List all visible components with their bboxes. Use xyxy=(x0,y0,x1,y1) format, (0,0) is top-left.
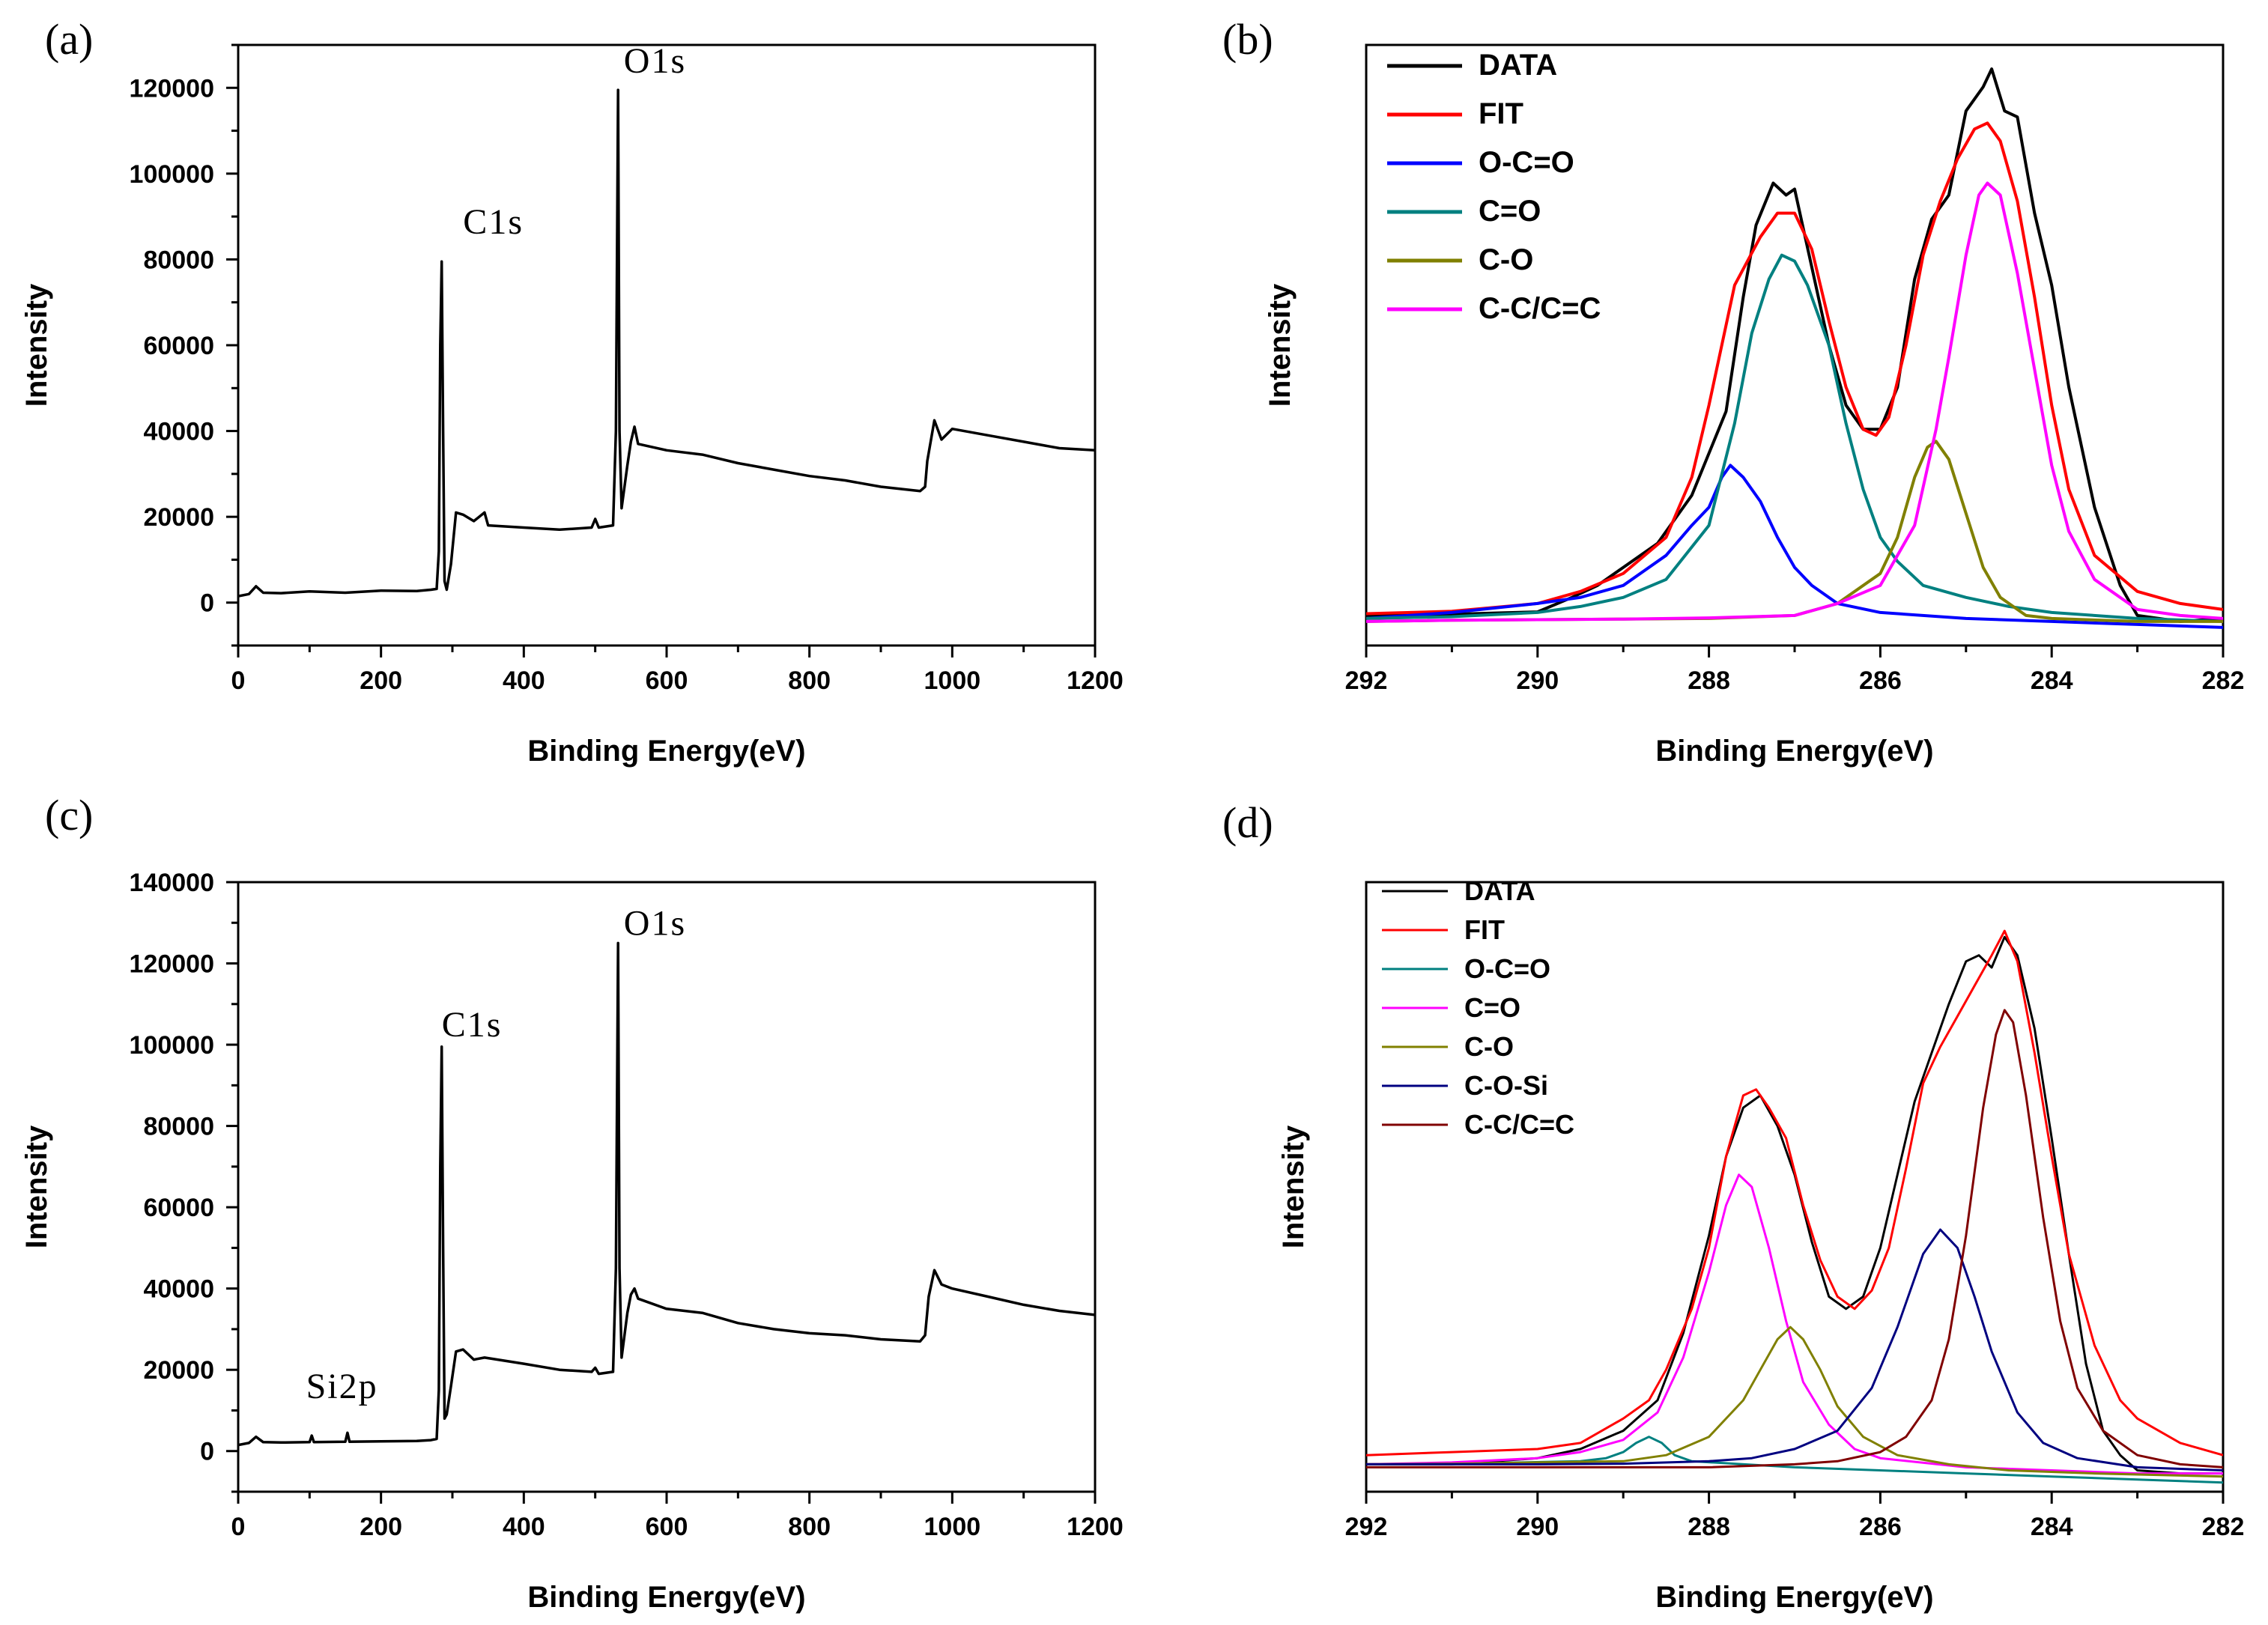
series-line-c-c-c-c xyxy=(1366,181,2223,623)
y-tick-label: 80000 xyxy=(143,246,214,274)
y-axis-title: Intensity xyxy=(20,1125,53,1248)
legend-entry-label: FIT xyxy=(1464,914,1505,945)
series-line-o-c-o xyxy=(1366,464,2223,629)
y-tick-label: 100000 xyxy=(130,1031,214,1060)
y-tick-label: 40000 xyxy=(143,1275,214,1304)
y-tick-label: 60000 xyxy=(143,1194,214,1222)
legend-entry-label: C-C/C=C xyxy=(1479,292,1601,325)
peak-label: Si2p xyxy=(306,1367,378,1406)
series-line-o-c-o xyxy=(1366,1436,2223,1484)
x-tick-label: 1200 xyxy=(1067,666,1124,695)
legend: DATA FIT O-C=O C=O C-O C-C/C=C xyxy=(1387,49,1601,325)
panel-label: (a) xyxy=(45,15,93,64)
peak-label: C1s xyxy=(442,1005,503,1045)
x-tick-label: 200 xyxy=(360,1513,402,1541)
x-tick-label: 600 xyxy=(646,666,688,695)
x-tick-label: 282 xyxy=(2202,1513,2245,1541)
x-tick-label: 600 xyxy=(646,1513,688,1541)
y-tick-label: 100000 xyxy=(130,160,214,189)
x-tick-label: 290 xyxy=(1516,666,1559,695)
y-axis-title: Intensity xyxy=(1264,283,1297,407)
series-line-survey xyxy=(238,941,1095,1447)
x-tick-label: 290 xyxy=(1516,1513,1559,1541)
x-tick-label: 1200 xyxy=(1067,1513,1124,1541)
y-tick-label: 60000 xyxy=(143,332,214,360)
series-line-c-c-c-c xyxy=(1366,1009,2223,1468)
legend-entry-label: C-O xyxy=(1479,243,1533,276)
legend-entry-label: DATA xyxy=(1479,49,1557,82)
legend-entry-label: FIT xyxy=(1479,97,1523,130)
x-tick-label: 282 xyxy=(2202,666,2245,695)
series-line-c-o xyxy=(1366,1173,2223,1475)
y-tick-label: 0 xyxy=(200,1438,214,1466)
y-tick-label: 140000 xyxy=(130,869,214,897)
x-axis-title: Binding Energy(eV) xyxy=(1655,1581,1933,1614)
series-line-c-o xyxy=(1366,440,2223,623)
y-axis-title: Intensity xyxy=(1277,1125,1310,1248)
y-tick-label: 0 xyxy=(200,589,214,618)
series-line-survey xyxy=(238,88,1095,598)
x-tick-label: 400 xyxy=(503,1513,545,1541)
x-axis-title: Binding Energy(eV) xyxy=(527,1581,805,1614)
legend-entry-label: O-C=O xyxy=(1464,953,1550,984)
panel-label: (c) xyxy=(45,791,93,839)
y-tick-label: 40000 xyxy=(143,418,214,446)
y-tick-label: 20000 xyxy=(143,1356,214,1385)
x-tick-label: 1000 xyxy=(924,666,981,695)
x-tick-label: 284 xyxy=(2031,666,2073,695)
x-tick-label: 0 xyxy=(231,666,246,695)
x-tick-label: 200 xyxy=(360,666,402,695)
x-tick-label: 286 xyxy=(1859,1513,1902,1541)
panel-2: 292 290 288 286 284 282 Binding Energy(eV) Inte… xyxy=(1222,15,2244,768)
plot-frame xyxy=(237,43,1097,647)
y-axis-title: Intensity xyxy=(20,283,53,407)
legend-entry-label: C-O xyxy=(1464,1031,1514,1062)
series-line-c-o xyxy=(1366,1325,2223,1478)
y-tick-label: 20000 xyxy=(143,503,214,532)
legend-entry-label: C-C/C=C xyxy=(1464,1109,1574,1140)
x-tick-label: 400 xyxy=(503,666,545,695)
x-tick-label: 800 xyxy=(788,1513,831,1541)
y-tick-label: 120000 xyxy=(130,74,214,103)
panel-4: 292 290 288 286 284 282 Binding Energy(eV) Inte… xyxy=(1222,798,2244,1614)
series-line-c-o xyxy=(1366,253,2223,623)
peak-label: O1s xyxy=(624,41,686,81)
panel-1: 0 200 400 600 800 1000 1200 0 20000 40000 60000 800… xyxy=(20,15,1124,768)
x-tick-label: 0 xyxy=(231,1513,246,1541)
series-line-c-o-si xyxy=(1366,1228,2223,1471)
peak-label: O1s xyxy=(624,904,686,944)
series-line-fit xyxy=(1366,929,2223,1457)
x-tick-label: 800 xyxy=(788,666,831,695)
x-tick-label: 288 xyxy=(1688,666,1730,695)
legend: DATA FIT O-C=O C=O C-O C-O-Si C-C/C=C xyxy=(1382,875,1574,1140)
peak-label: C1s xyxy=(463,202,524,242)
panel-3: 0 200 400 600 800 1000 1200 0 20000 40000 60000 800… xyxy=(20,791,1124,1614)
y-tick-label: 120000 xyxy=(130,950,214,979)
panel-label: (b) xyxy=(1222,15,1273,64)
x-axis-title: Binding Energy(eV) xyxy=(527,735,805,768)
x-tick-label: 292 xyxy=(1345,666,1388,695)
x-tick-label: 1000 xyxy=(924,1513,981,1541)
x-tick-label: 292 xyxy=(1345,1513,1388,1541)
series-line-fit xyxy=(1366,121,2223,616)
x-axis-title: Binding Energy(eV) xyxy=(1655,735,1933,768)
legend-entry-label: O-C=O xyxy=(1479,146,1574,179)
panel-label: (d) xyxy=(1222,798,1273,847)
legend-entry-label: C-O-Si xyxy=(1464,1070,1548,1101)
legend-entry-label: C=O xyxy=(1479,195,1541,228)
x-tick-label: 288 xyxy=(1688,1513,1730,1541)
legend-entry-label: C=O xyxy=(1464,992,1520,1023)
x-tick-label: 284 xyxy=(2031,1513,2073,1541)
legend-entry-label: DATA xyxy=(1464,875,1535,906)
x-tick-label: 286 xyxy=(1859,666,1902,695)
y-tick-label: 80000 xyxy=(143,1113,214,1141)
